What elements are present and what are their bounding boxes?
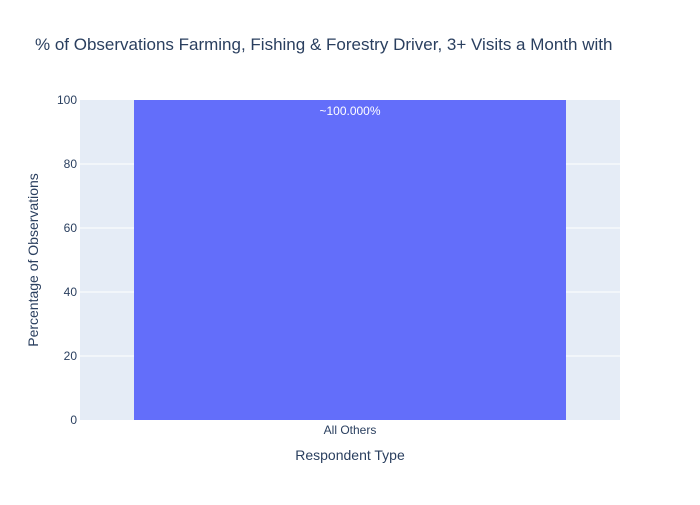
y-tick-label: 20 <box>64 349 78 363</box>
y-tick-label: 60 <box>64 221 78 235</box>
y-tick-label: 0 <box>70 413 77 427</box>
x-tick-label: All Others <box>324 423 377 437</box>
bar-data-label: ~100.000% <box>319 104 380 118</box>
x-axis: All Others <box>324 423 377 437</box>
bars: ~100.000% <box>134 100 566 420</box>
chart-title: % of Observations Farming, Fishing & For… <box>35 35 612 54</box>
y-axis-title: Percentage of Observations <box>25 173 41 347</box>
y-tick-label: 100 <box>57 93 77 107</box>
bar <box>134 100 566 420</box>
x-axis-title: Respondent Type <box>295 447 405 463</box>
y-tick-label: 40 <box>64 285 78 299</box>
y-tick-label: 80 <box>64 157 78 171</box>
y-axis: 0 20 40 60 80 100 <box>57 93 77 427</box>
